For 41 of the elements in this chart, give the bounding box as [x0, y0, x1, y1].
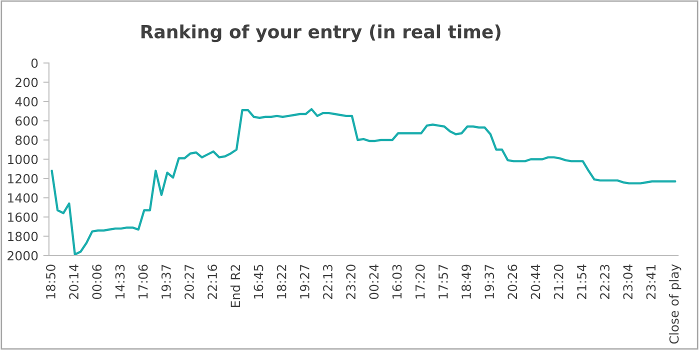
- x-tick-label: Close of play: [669, 264, 682, 344]
- x-tick-label: 21:54: [576, 264, 586, 299]
- x-tick-label: 17:06: [138, 264, 148, 298]
- x-tick-label: 23:04: [623, 264, 633, 299]
- y-tick-label: 800: [16, 135, 38, 145]
- x-tick-label: 16:03: [392, 264, 402, 298]
- y-tick-label: 1200: [8, 174, 38, 184]
- x-tick-label: 19:37: [161, 264, 171, 298]
- y-tick-label: 1400: [8, 193, 38, 203]
- x-tick-label: 14:33: [115, 264, 125, 298]
- x-tick-label: 20:14: [69, 264, 79, 299]
- chart-title: Ranking of your entry (in real time): [141, 24, 500, 42]
- y-tick-label: 200: [16, 78, 38, 88]
- x-tick-label: 22:16: [208, 264, 218, 299]
- x-tick-label: 19:37: [484, 264, 494, 298]
- x-tick-label: 00:06: [92, 264, 102, 300]
- x-tick-label: 20:26: [508, 264, 518, 299]
- x-tick-label: 22:23: [600, 264, 610, 299]
- y-tick-label: 1600: [8, 212, 38, 222]
- x-tick-label: 21:20: [554, 264, 564, 299]
- line-series: [50, 108, 676, 256]
- x-tick-label: 18:49: [462, 264, 471, 298]
- x-tick-label: 19:27: [300, 264, 310, 298]
- y-tick-label: 400: [15, 96, 38, 106]
- x-tick-label: 23:41: [646, 264, 656, 299]
- x-tick-label: 18:50: [46, 264, 56, 298]
- y-tick-label: 600: [16, 116, 38, 126]
- x-tick-label: 00:24: [369, 264, 379, 300]
- y-tick-label: 2000: [8, 250, 38, 260]
- x-tick-label: 22:13: [323, 264, 332, 299]
- x-tick-label: 16:45: [254, 264, 264, 298]
- x-tick-label: 17:57: [438, 264, 448, 298]
- y-tick-label: 1800: [8, 232, 38, 242]
- y-tick-label: 0: [31, 58, 38, 68]
- x-tick-label: 17:20: [415, 264, 425, 298]
- x-tick-label: 20:27: [184, 264, 194, 299]
- y-tick-label: 1000: [8, 154, 38, 164]
- x-tick-label: 18:22: [276, 265, 286, 298]
- x-tick-label: End R2: [230, 265, 240, 307]
- x-tick-label: 20:44: [530, 264, 540, 299]
- x-tick-label: 23:20: [346, 264, 356, 299]
